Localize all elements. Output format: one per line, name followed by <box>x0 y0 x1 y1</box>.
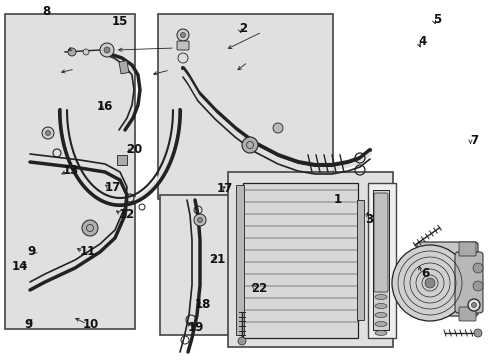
Ellipse shape <box>374 303 386 309</box>
Text: 14: 14 <box>11 260 28 273</box>
Bar <box>227 172 392 347</box>
Bar <box>356 200 363 320</box>
Bar <box>372 190 388 330</box>
Text: 18: 18 <box>194 298 211 311</box>
Text: 13: 13 <box>62 165 79 177</box>
Text: 2: 2 <box>239 22 246 35</box>
FancyBboxPatch shape <box>177 41 189 50</box>
FancyBboxPatch shape <box>458 242 475 256</box>
Text: 17: 17 <box>216 183 233 195</box>
Circle shape <box>272 123 283 133</box>
Circle shape <box>100 43 114 57</box>
Ellipse shape <box>374 294 386 300</box>
Circle shape <box>470 302 475 307</box>
Text: 9: 9 <box>28 246 36 258</box>
Circle shape <box>42 127 54 139</box>
Text: 19: 19 <box>187 321 203 334</box>
Bar <box>236 185 244 335</box>
Circle shape <box>178 53 187 63</box>
Text: 7: 7 <box>469 134 477 147</box>
FancyBboxPatch shape <box>416 242 477 316</box>
Ellipse shape <box>374 312 386 318</box>
Ellipse shape <box>374 330 386 336</box>
Circle shape <box>104 47 110 53</box>
Circle shape <box>472 281 482 291</box>
Circle shape <box>82 220 98 236</box>
Circle shape <box>424 278 434 288</box>
Text: 15: 15 <box>111 15 128 28</box>
Circle shape <box>473 329 481 337</box>
Circle shape <box>391 245 467 321</box>
Circle shape <box>238 337 245 345</box>
Circle shape <box>180 32 185 37</box>
Text: 11: 11 <box>80 246 96 258</box>
Text: 20: 20 <box>126 143 142 156</box>
Bar <box>117 155 127 165</box>
Circle shape <box>68 48 76 56</box>
Text: 6: 6 <box>421 267 428 280</box>
Text: 5: 5 <box>433 13 441 26</box>
Circle shape <box>177 29 189 41</box>
Circle shape <box>197 217 202 222</box>
Bar <box>160 195 329 335</box>
Circle shape <box>83 49 89 55</box>
Text: 10: 10 <box>82 318 99 330</box>
Bar <box>158 14 332 199</box>
Circle shape <box>242 137 258 153</box>
Bar <box>243 183 357 338</box>
Text: 17: 17 <box>104 181 121 194</box>
Text: 21: 21 <box>209 253 225 266</box>
Bar <box>119 60 129 74</box>
Text: 9: 9 <box>24 318 32 330</box>
Text: 8: 8 <box>42 5 50 18</box>
Text: 1: 1 <box>333 193 341 206</box>
Circle shape <box>472 263 482 273</box>
Bar <box>5 14 135 329</box>
Text: 16: 16 <box>97 100 113 113</box>
Circle shape <box>194 214 205 226</box>
FancyBboxPatch shape <box>458 307 475 321</box>
Ellipse shape <box>374 321 386 327</box>
Text: 22: 22 <box>250 282 267 294</box>
Circle shape <box>467 299 479 311</box>
Text: 3: 3 <box>365 213 372 226</box>
FancyBboxPatch shape <box>373 193 387 292</box>
Circle shape <box>45 130 50 135</box>
Text: 4: 4 <box>418 35 426 48</box>
Text: 12: 12 <box>119 208 135 221</box>
FancyBboxPatch shape <box>454 252 482 313</box>
Bar <box>367 183 395 338</box>
